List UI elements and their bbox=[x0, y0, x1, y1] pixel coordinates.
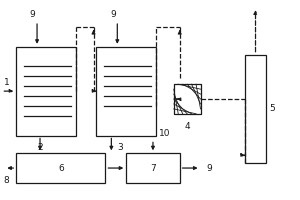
Text: 9: 9 bbox=[206, 164, 212, 173]
Text: 2: 2 bbox=[37, 143, 43, 152]
Text: 7: 7 bbox=[150, 164, 156, 173]
Text: 9: 9 bbox=[110, 10, 116, 19]
Bar bbox=[16, 47, 76, 136]
Text: 8: 8 bbox=[3, 176, 9, 185]
Text: 5: 5 bbox=[269, 104, 274, 113]
Bar bbox=[174, 84, 200, 114]
Text: 3: 3 bbox=[117, 143, 123, 152]
Bar bbox=[245, 55, 266, 163]
Bar bbox=[16, 153, 105, 183]
Text: 4: 4 bbox=[184, 122, 190, 131]
Bar bbox=[126, 153, 180, 183]
Text: 10: 10 bbox=[159, 129, 170, 138]
Text: 9: 9 bbox=[30, 10, 35, 19]
Text: 6: 6 bbox=[58, 164, 64, 173]
Text: 1: 1 bbox=[4, 78, 10, 87]
Bar bbox=[97, 47, 156, 136]
